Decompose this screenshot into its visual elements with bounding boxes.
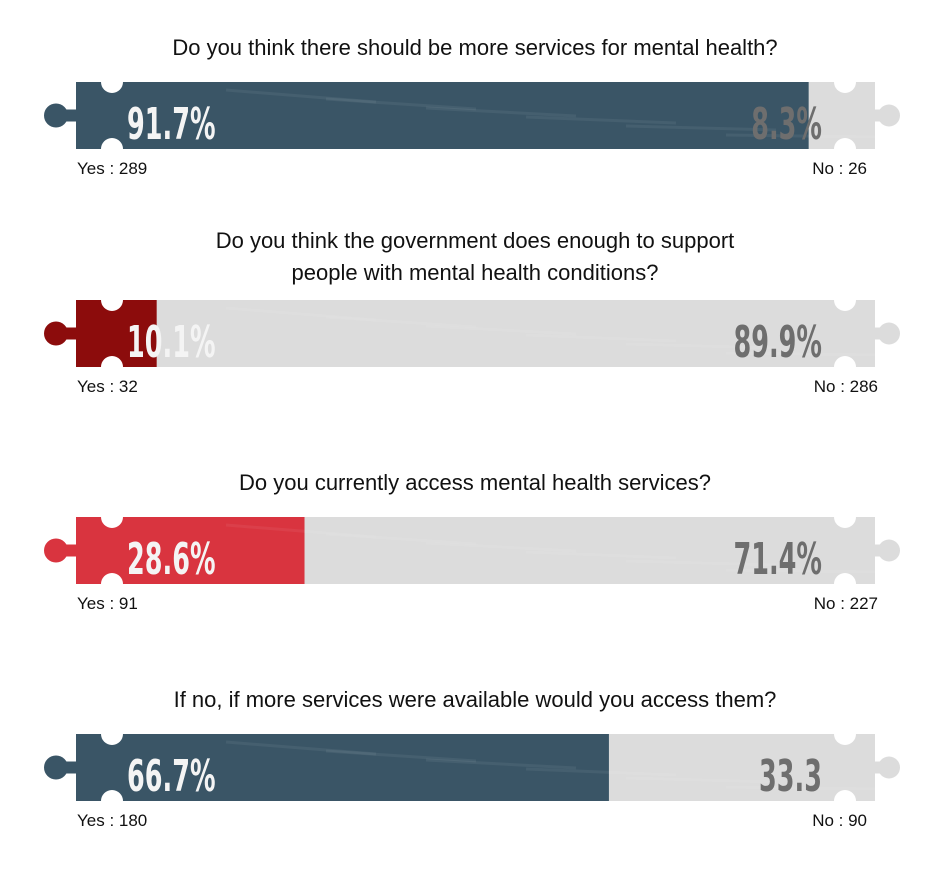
puzzle-notch [101, 573, 123, 595]
question-block-2: Do you think the government does enough … [44, 228, 900, 396]
texture-line [325, 749, 477, 763]
texture-line [425, 758, 577, 770]
question-block-1: Do you think there should be more servic… [44, 35, 900, 178]
texture-line [425, 324, 577, 336]
puzzle-notch [101, 71, 123, 93]
question-block-3: Do you currently access mental health se… [44, 470, 900, 613]
texture-line [225, 88, 377, 104]
question-block-4: If no, if more services were available w… [44, 687, 900, 830]
texture-line [325, 315, 477, 329]
texture-line [225, 306, 377, 322]
no-knob [878, 322, 900, 345]
yes-segment [76, 734, 609, 801]
puzzle-notch [101, 506, 123, 528]
texture-line [725, 568, 877, 574]
no-segment [608, 734, 875, 801]
texture-line [425, 541, 577, 553]
puzzle-notch [834, 138, 856, 160]
yes-count-label: Yes : 289 [77, 159, 147, 178]
texture-line [225, 740, 377, 756]
no-count-label: No : 227 [814, 594, 878, 613]
texture-line [225, 523, 377, 539]
puzzle-notch [834, 790, 856, 812]
no-segment [304, 517, 875, 584]
no-segment [808, 82, 875, 149]
puzzle-notch [101, 356, 123, 378]
no-count-label: No : 26 [812, 159, 867, 178]
puzzle-notch [834, 289, 856, 311]
yes-percent-label: 10.1% [127, 318, 216, 368]
yes-knob [44, 103, 68, 128]
no-knob [878, 539, 900, 562]
yes-percent-label: 28.6% [127, 535, 216, 585]
puzzle-notch [834, 723, 856, 745]
yes-knob [44, 755, 68, 780]
no-knob [878, 756, 900, 779]
puzzle-notch [834, 71, 856, 93]
texture-line [325, 97, 477, 111]
puzzle-notch [101, 138, 123, 160]
texture-line [425, 106, 577, 118]
no-segment [156, 300, 876, 367]
yes-count-label: Yes : 91 [77, 594, 138, 613]
texture-line [625, 776, 777, 784]
yes-knob [44, 321, 68, 346]
no-percent-label: 89.9% [733, 318, 822, 368]
texture-line [525, 550, 677, 560]
texture-line [625, 342, 777, 350]
no-knob [878, 104, 900, 127]
texture-line [625, 124, 777, 132]
puzzle-notch [101, 289, 123, 311]
texture-line [725, 133, 877, 139]
puzzle-notch [834, 506, 856, 528]
puzzle-notch [834, 356, 856, 378]
question-title: Do you currently access mental health se… [239, 470, 711, 495]
yes-percent-label: 66.7% [127, 752, 216, 802]
texture-line [325, 532, 477, 546]
texture-line [725, 785, 877, 791]
no-count-label: No : 286 [814, 377, 878, 396]
puzzle-notch [101, 790, 123, 812]
question-title: If no, if more services were available w… [174, 687, 777, 712]
texture-line [525, 767, 677, 777]
yes-knob [44, 538, 68, 563]
texture-line [725, 351, 877, 357]
question-title: Do you think the government does enough … [216, 228, 735, 253]
no-percent-label: 33.3 [759, 752, 822, 802]
no-percent-label: 8.3% [751, 100, 822, 150]
question-title: Do you think there should be more servic… [172, 35, 777, 60]
no-count-label: No : 90 [812, 811, 867, 830]
yes-percent-label: 91.7% [127, 100, 216, 150]
question-title: people with mental health conditions? [292, 260, 659, 285]
puzzle-notch [101, 723, 123, 745]
yes-segment [76, 300, 157, 367]
texture-line [625, 559, 777, 567]
texture-line [525, 115, 677, 125]
puzzle-notch [834, 573, 856, 595]
no-percent-label: 71.4% [733, 535, 822, 585]
yes-count-label: Yes : 32 [77, 377, 138, 396]
texture-line [525, 333, 677, 343]
yes-segment [76, 517, 305, 584]
yes-segment [76, 82, 809, 149]
yes-count-label: Yes : 180 [77, 811, 147, 830]
